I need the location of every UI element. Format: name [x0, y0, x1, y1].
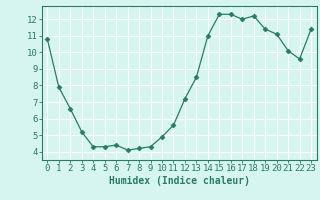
- X-axis label: Humidex (Indice chaleur): Humidex (Indice chaleur): [109, 176, 250, 186]
